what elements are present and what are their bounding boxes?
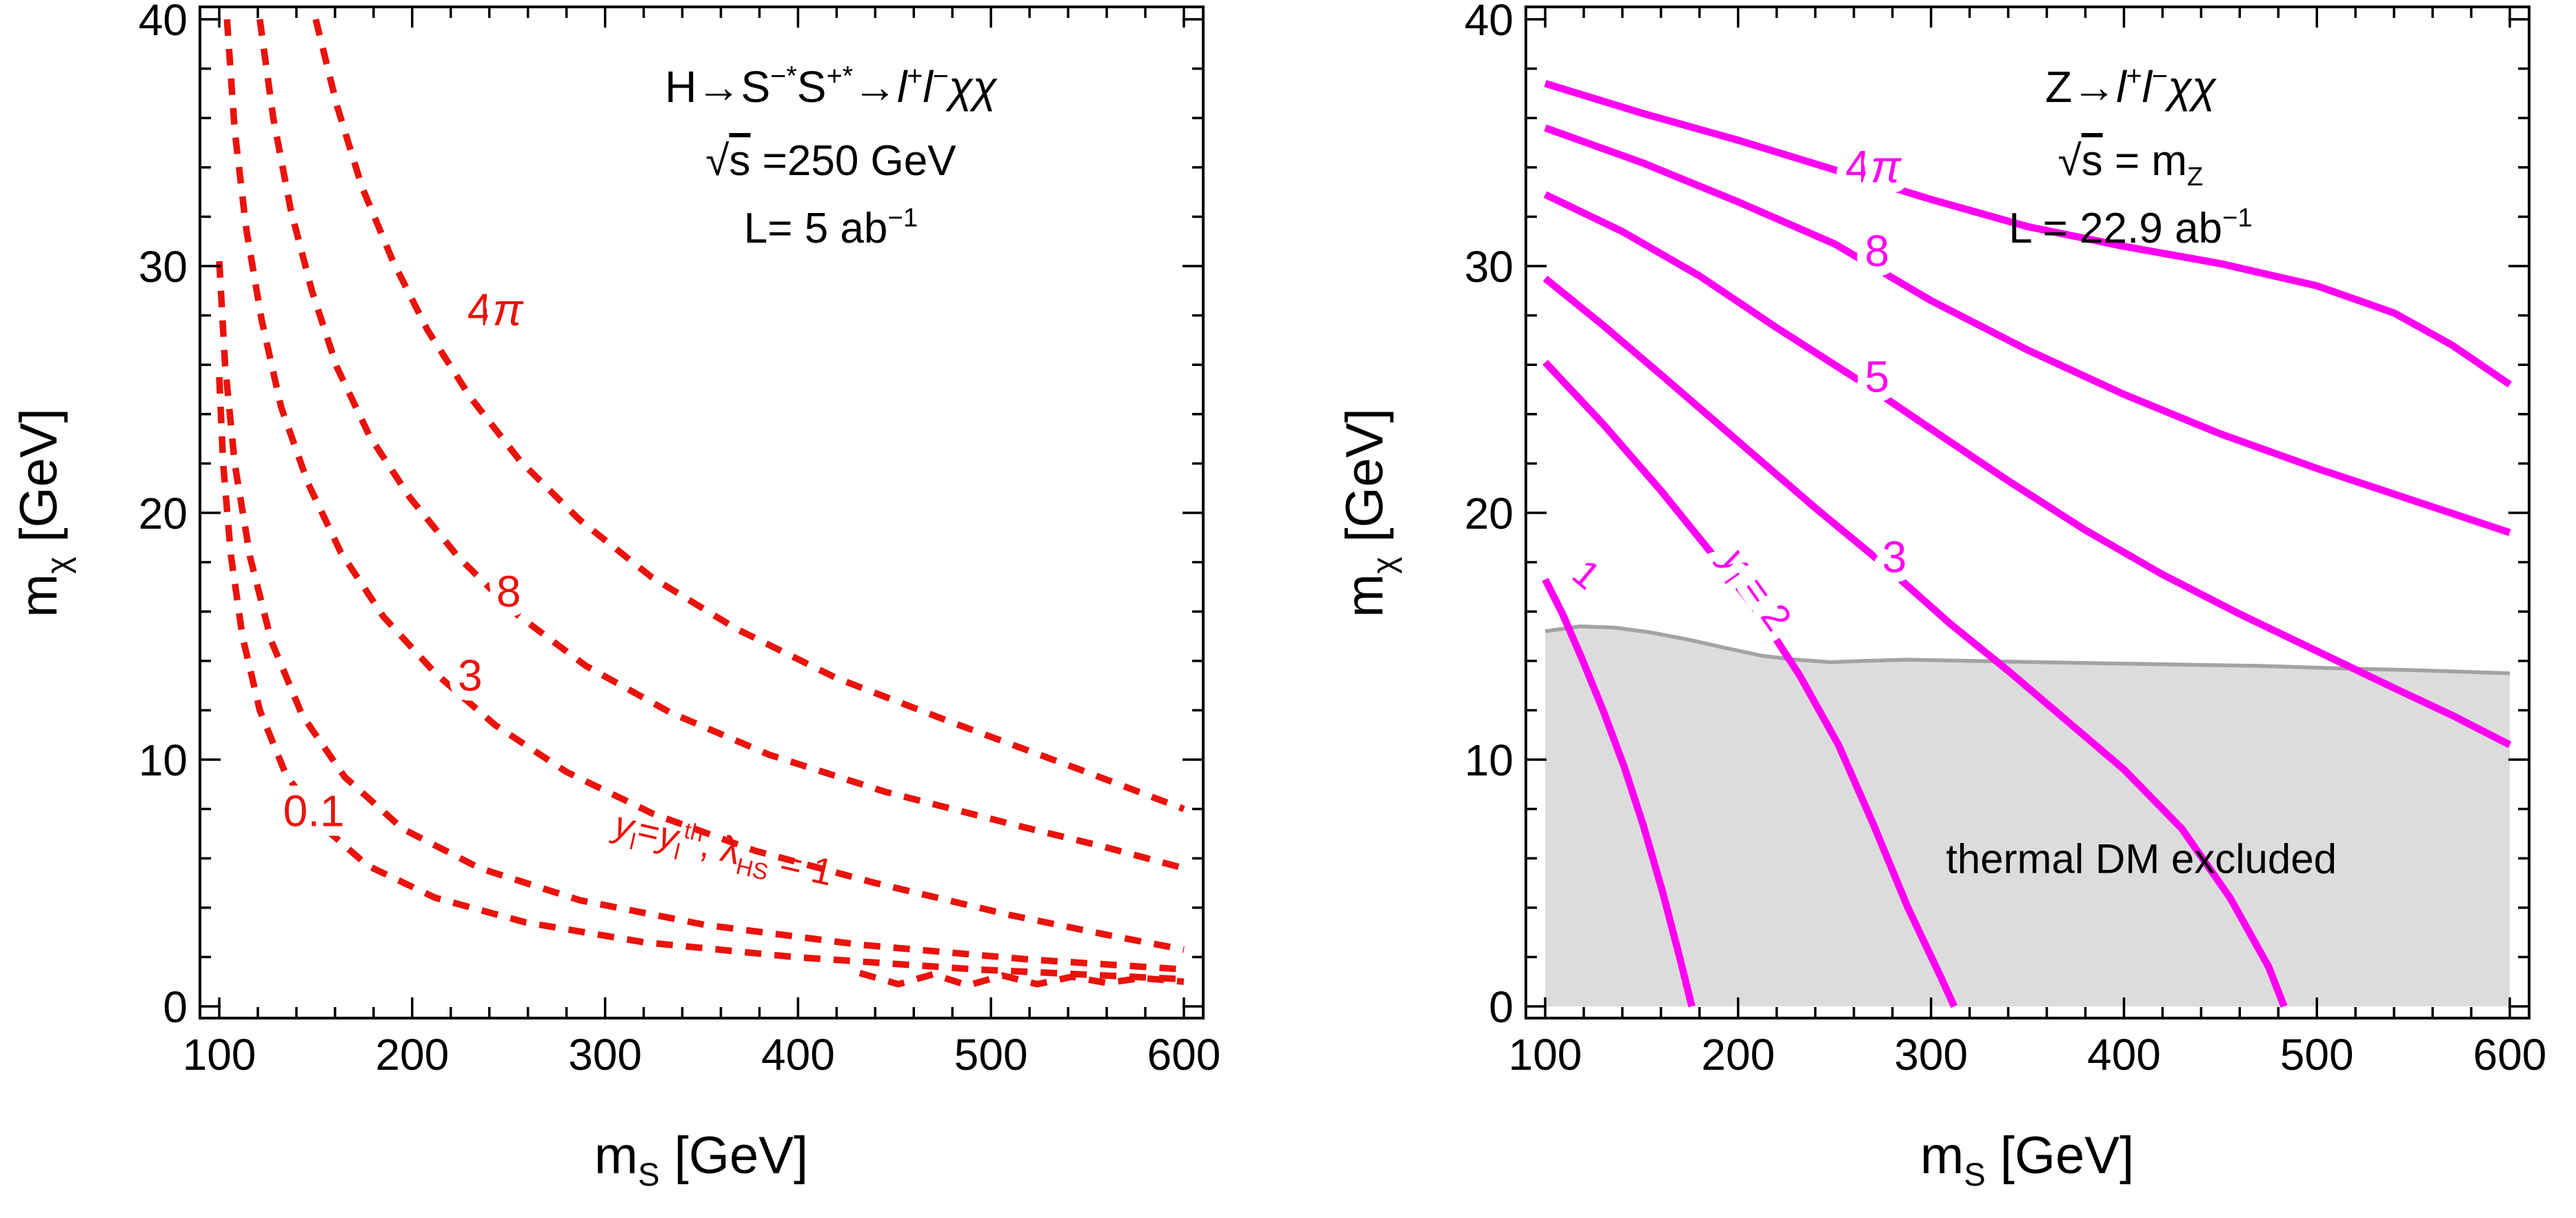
y-axis-label: mχ [GeV] (10, 408, 76, 617)
x-tick-label-400: 400 (761, 1030, 835, 1079)
contour-label-8: 8 (496, 567, 521, 616)
y-tick-label-30: 30 (139, 242, 188, 292)
y-tick-label-20: 20 (139, 489, 188, 538)
plot-title-line-3: L = 22.9 ab−1 (2009, 203, 2253, 252)
contour-line-1 (1542, 578, 1695, 1008)
contour-line-5 (1543, 191, 2512, 749)
x-axis-label: mS [GeV] (594, 1126, 808, 1192)
contour-line-extra (858, 970, 1185, 989)
z-decay-contour-plot: 100 200 300 400 500 600 0 10 20 30 40 mS [GeV] mχ [G… (1336, 0, 2546, 1192)
x-tick-label-200: 200 (1701, 1030, 1775, 1079)
higgs-decay-contour-plot: 100 200 300 400 500 600 0 10 20 30 40 mS [GeV] mχ [G… (10, 0, 1220, 1192)
plot-title-line-1: H→S−*S+*→l+l−χχ (665, 61, 998, 112)
contour-label-3: 3 (1882, 532, 1907, 582)
contour-line-3 (223, 19, 1185, 953)
y-tick-label-20: 20 (1465, 489, 1513, 538)
x-axis-label: mS [GeV] (1920, 1126, 2134, 1192)
axis-ticks (1526, 7, 2529, 1018)
x-tick-label-200: 200 (375, 1030, 449, 1079)
plot-title-line-2: √s =250 GeV (705, 137, 956, 185)
contour-line-3 (1542, 275, 2288, 1008)
contour-line-2 (1542, 360, 1958, 1008)
contour-line-8 (256, 19, 1185, 872)
contour-line-4π (1544, 80, 2512, 388)
plot-title-line-3: L= 5 ab−1 (744, 203, 918, 252)
thermal-dm-region-boundary (1544, 624, 2510, 676)
plot-frame (199, 6, 1205, 1019)
contour-label-1: 1 (1564, 551, 1609, 598)
x-tick-label-400: 400 (2087, 1030, 2161, 1079)
y-tick-label-0: 0 (1489, 982, 1513, 1032)
annotation-1: yl=ylth, λHS = 1 (606, 802, 837, 900)
x-tick-label-300: 300 (568, 1030, 642, 1079)
contour-label-4π: 4π (1845, 141, 1902, 192)
y-tick-label-30: 30 (1465, 242, 1513, 292)
y-tick-label-0: 0 (163, 982, 188, 1032)
x-tick-label-100: 100 (1509, 1030, 1582, 1079)
x-tick-label-500: 500 (2280, 1030, 2354, 1079)
contour-line-4π (312, 18, 1185, 813)
contour-line-8 (1544, 124, 2511, 536)
thermal-dm-region (1545, 626, 2510, 1006)
x-tick-label-600: 600 (1147, 1030, 1221, 1079)
contour-label-0.1: 0.1 (283, 786, 345, 836)
y-axis-label: mχ [GeV] (1336, 408, 1402, 617)
y-tick-label-10: 10 (139, 735, 188, 785)
contour-label-3: 3 (458, 651, 483, 700)
y-tick-label-10: 10 (1465, 735, 1513, 785)
contour-line-1 (216, 261, 1185, 973)
contour-label-4π: 4π (467, 284, 525, 335)
axis-ticks (200, 7, 1203, 1018)
x-tick-label-300: 300 (1894, 1030, 1968, 1079)
contour-label-2: yl = 2 (1707, 538, 1801, 642)
contour-label-8: 8 (1864, 226, 1889, 276)
y-tick-label-40: 40 (1465, 0, 1513, 45)
x-tick-label-500: 500 (954, 1030, 1028, 1079)
x-tick-label-600: 600 (2473, 1030, 2547, 1079)
x-tick-label-100: 100 (183, 1030, 256, 1079)
plot-title-line-2: √s = mZ (2058, 137, 2204, 192)
plot-title-line-1: Z→l+l−χχ (2045, 61, 2217, 112)
region-label: thermal DM excluded (1946, 836, 2337, 882)
contour-label-5: 5 (1864, 352, 1889, 402)
contour-line-0.1 (216, 376, 1185, 983)
y-tick-label-40: 40 (139, 0, 188, 45)
